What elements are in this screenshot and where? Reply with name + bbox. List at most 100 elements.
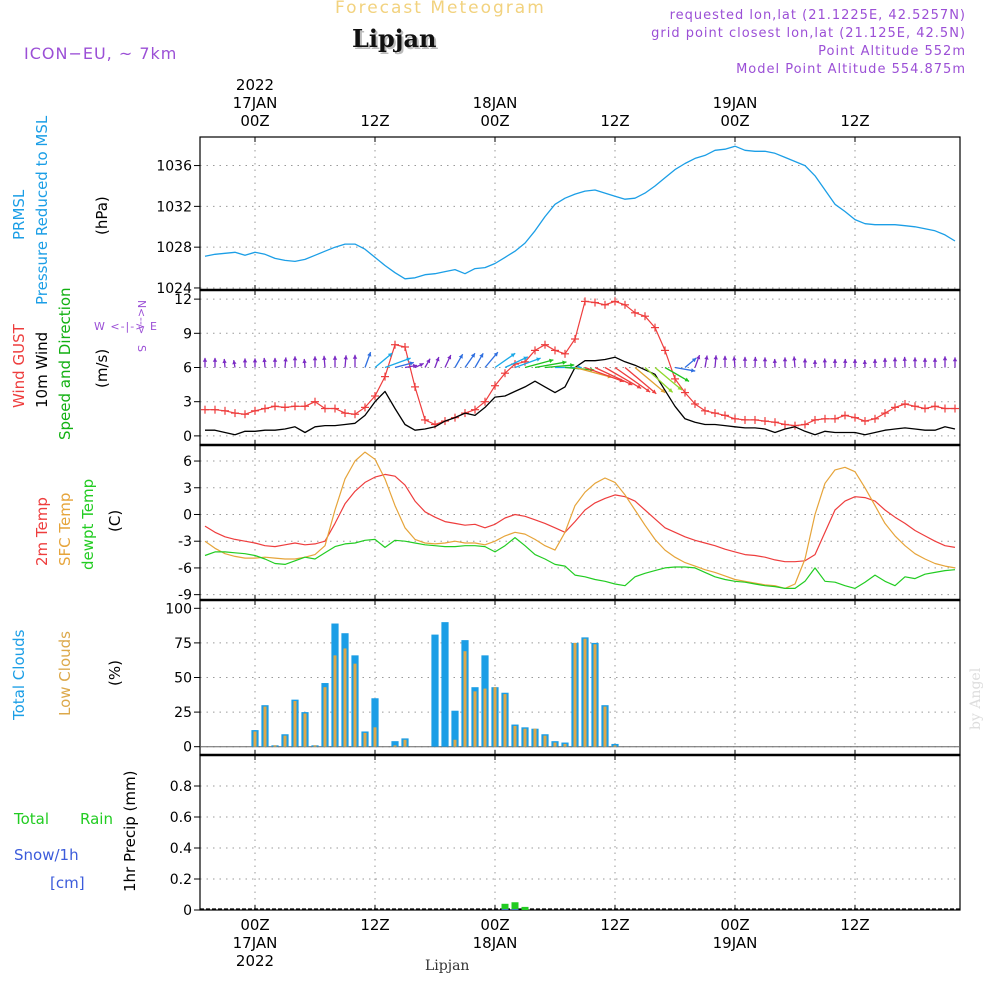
wind-dir-head: [212, 357, 218, 362]
low-cloud-bar: [553, 742, 557, 747]
wind-dir-arrow: [352, 354, 358, 368]
y-tick-label: 0.8: [170, 779, 192, 795]
gust-marker: [331, 404, 339, 413]
gust-marker: [501, 369, 509, 378]
top-time-label: 19JAN: [713, 94, 758, 112]
y-tick-label: 9: [183, 326, 192, 342]
wind-dir-arrow: [942, 356, 948, 368]
wind-dir-head: [660, 388, 666, 393]
gust-marker: [731, 414, 739, 423]
rain-label: Rain: [80, 810, 113, 828]
wind-dir-head: [458, 354, 463, 359]
snow-bar: [501, 909, 509, 910]
panel-clouds: 0 25 50 75 100: [165, 599, 961, 756]
wind-dir-shaft: [584, 366, 625, 383]
y-tick-label: 0: [183, 507, 192, 523]
top-time-label: 12Z: [840, 112, 869, 130]
wind-dir-head: [812, 360, 818, 364]
gust-marker: [751, 415, 759, 424]
rain-bar: [521, 906, 529, 910]
wind-dir-head: [753, 356, 758, 361]
wind-dir-arrow: [664, 366, 690, 382]
wind-dir-head: [690, 368, 696, 373]
wind-dir-head: [322, 355, 327, 360]
wind-dir-arrow: [843, 358, 848, 368]
wind-dir-head: [549, 358, 554, 363]
low-cloud-bar: [303, 713, 307, 747]
wind-dir-arrow: [262, 357, 267, 368]
gust-marker: [291, 402, 299, 411]
wind-dir-head: [435, 357, 440, 362]
wind-dir-head: [312, 356, 318, 361]
wind-dir-head: [523, 356, 528, 361]
gust-marker: [941, 404, 949, 413]
gust-marker: [581, 297, 589, 306]
gust-marker: [281, 403, 289, 412]
gust-marker: [631, 308, 639, 317]
wind-dir-head: [691, 358, 697, 363]
wind-dir-arrow: [364, 351, 372, 368]
compass-we-label: W <-|-> E: [94, 320, 158, 333]
low-cloud-bar: [323, 687, 327, 747]
wind-dir-head: [536, 357, 541, 362]
gust-marker: [891, 403, 899, 412]
gust-marker: [771, 418, 779, 427]
low-cloud-bar: [353, 663, 357, 747]
gust-marker: [401, 342, 409, 351]
wind-dir-head: [645, 388, 651, 393]
rain-bar: [511, 902, 519, 910]
wind-speed-line: [205, 356, 956, 436]
point-altitude: Point Altitude 552m: [818, 44, 966, 59]
wind-dir-head: [272, 357, 278, 362]
wind-dir-arrow: [252, 358, 258, 368]
prmsl-desc-label: Pressure Reduced to MSL: [33, 115, 51, 305]
gust-marker: [641, 312, 649, 321]
gust-marker: [301, 402, 309, 411]
y-tick-label: 25: [174, 705, 192, 721]
gust-marker: [791, 421, 799, 430]
low-cloud-bar: [573, 642, 577, 747]
bottom-time-label: 17JAN: [233, 934, 278, 952]
panel-precip: 0 0.2 0.4 0.6 0.8: [170, 754, 961, 919]
wind-dir-head: [684, 377, 690, 382]
panel-frame: [199, 754, 961, 911]
wind-dir-head: [677, 385, 682, 390]
gust-marker: [531, 346, 539, 355]
wind-dir-head: [479, 353, 484, 358]
wind10m-label: 10m Wind: [33, 332, 51, 408]
gust-marker: [921, 404, 929, 413]
prmsl-line: [204, 145, 956, 280]
wind-dir-head: [332, 355, 338, 360]
wind-dir-arrow: [424, 358, 431, 368]
low-cloud-bar: [583, 638, 587, 747]
model-altitude: Model Point Altitude 554.875m: [736, 62, 966, 77]
wind-dir-head: [732, 356, 737, 361]
wind-dir-arrow: [464, 352, 476, 368]
wind-dir-arrow: [892, 357, 898, 368]
temp2m-label: 2m Temp: [33, 497, 51, 566]
gust-marker: [901, 399, 909, 408]
bottom-time-label: 18JAN: [473, 934, 518, 952]
speed-dir-label: Speed and Direction: [56, 287, 74, 440]
gust-marker: [721, 411, 729, 420]
wind-dir-arrow: [684, 357, 697, 368]
low-cloud-bar: [333, 655, 337, 747]
wind-dir-arrow: [882, 357, 888, 368]
wind-dir-head: [283, 357, 288, 362]
top-time-label: 2022: [236, 76, 274, 94]
wind-dir-head: [704, 355, 709, 360]
y-tick-label: 1028: [156, 240, 192, 256]
wind-dir-arrow: [384, 357, 411, 369]
low-cloud-bar: [483, 688, 487, 747]
snow-bar: [511, 909, 519, 910]
gust-marker: [361, 403, 369, 412]
y-tick-label: 0.4: [170, 841, 192, 857]
gust-marker: [571, 335, 579, 344]
wind-dir-head: [862, 360, 867, 364]
bottom-time-label: 00Z: [240, 916, 269, 934]
wind-dir-head: [696, 355, 701, 360]
wind-dir-shaft: [614, 366, 651, 393]
wind-dir-head: [892, 357, 898, 362]
gust-marker: [711, 409, 719, 418]
location-title: Lipjan: [352, 24, 437, 53]
